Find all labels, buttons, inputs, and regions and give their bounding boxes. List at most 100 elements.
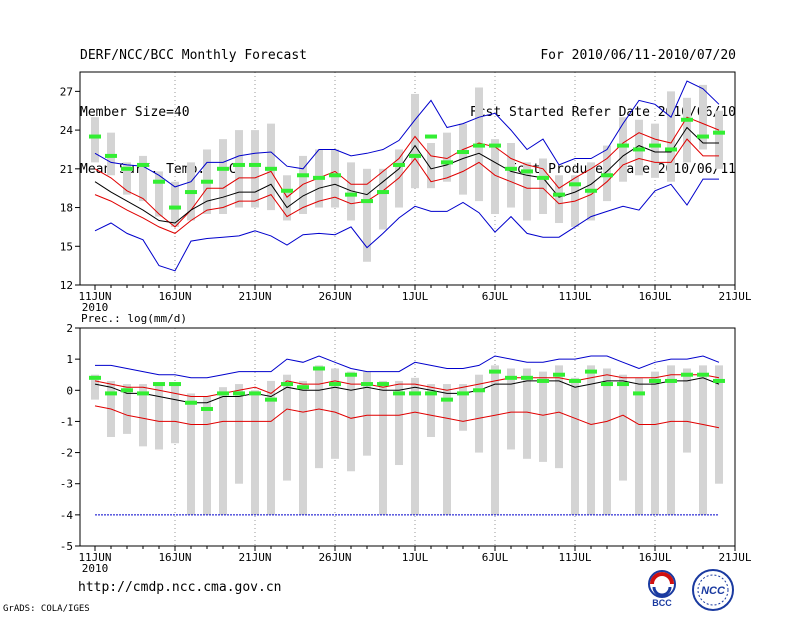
observed-mark: [361, 382, 373, 387]
ensemble-range-bar: [555, 365, 563, 469]
chart-title: DERF/NCC/BCC Monthly Forecast: [80, 48, 307, 63]
observed-mark: [457, 150, 469, 155]
ensemble-range-bar: [539, 371, 547, 462]
observed-mark: [425, 391, 437, 396]
observed-mark: [601, 382, 613, 387]
x-tick-label: 21JUL: [718, 290, 751, 303]
ncc-logo: NCC: [692, 569, 734, 611]
x-tick-label: 16JUL: [638, 290, 671, 303]
ensemble-range-bar: [203, 396, 211, 515]
ensemble-range-bar: [699, 84, 707, 150]
x-tick-label: 1JUL: [402, 290, 429, 303]
ensemble-range-bar: [715, 110, 723, 169]
observed-mark: [169, 205, 181, 210]
observed-mark: [697, 372, 709, 377]
ensemble-range-bar: [619, 117, 627, 182]
ensemble-range-bar: [475, 374, 483, 453]
observed-mark: [409, 391, 421, 396]
x-year-label: 2010: [82, 562, 109, 575]
ensemble-range-bar: [427, 143, 435, 189]
ensemble-range-bar: [139, 384, 147, 447]
observed-mark: [377, 190, 389, 195]
series-max-line: [95, 355, 720, 379]
ensemble-range-bar: [507, 368, 515, 450]
ensemble-range-bar: [491, 365, 499, 515]
observed-mark: [313, 366, 325, 371]
observed-mark: [681, 117, 693, 122]
footer-url[interactable]: http://cmdp.ncc.cma.gov.cn: [78, 580, 282, 595]
ensemble-range-bar: [219, 387, 227, 515]
x-tick-label: 1JUL: [402, 551, 429, 564]
observed-mark: [425, 134, 437, 139]
ensemble-range-bar: [331, 368, 339, 459]
ensemble-range-bar: [715, 365, 723, 484]
observed-mark: [649, 378, 661, 383]
observed-mark: [569, 378, 581, 383]
ensemble-range-bar: [539, 158, 547, 214]
ensemble-range-bar: [555, 175, 563, 224]
ensemble-range-bar: [667, 365, 675, 515]
observed-mark: [105, 153, 117, 158]
ensemble-range-bar: [459, 123, 467, 195]
series-min-line: [94, 178, 719, 272]
member-size: Member Size=40: [80, 105, 190, 120]
x-tick-label: 26JUN: [318, 290, 351, 303]
observed-mark: [617, 143, 629, 148]
observed-mark: [297, 173, 309, 178]
observed-mark: [553, 192, 565, 197]
ensemble-range-bar: [411, 93, 419, 189]
ensemble-range-bar: [523, 368, 531, 459]
y-tick-label: 21: [60, 163, 73, 176]
plot-frame: [79, 71, 736, 286]
observed-mark: [617, 382, 629, 387]
x-year-label: 2010: [82, 301, 109, 314]
ensemble-range-bar: [683, 97, 691, 163]
ensemble-range-bar: [171, 181, 179, 227]
ensemble-range-bar: [459, 384, 467, 431]
observed-mark: [393, 391, 405, 396]
observed-mark: [185, 400, 197, 405]
x-tick-label: 16JUL: [638, 551, 671, 564]
observed-mark: [313, 175, 325, 180]
observed-mark: [201, 179, 213, 184]
ensemble-range-bar: [123, 384, 131, 434]
panel-1: 12 15 18 21 24 27 11JUN 16JUN 21JUN 26JUN 1JUL 6JUL…: [60, 71, 752, 314]
ensemble-range-bar: [667, 91, 675, 182]
panel-2: -5 -4 -3 -2 -1 0 1 2 11JUN 16JUN 21JUN 26JUN 1JUL 6JU…: [60, 312, 752, 575]
observed-mark: [217, 166, 229, 171]
ensemble-range-bar: [155, 384, 163, 450]
forecast-period: For 2010/06/11-2010/07/20: [540, 48, 736, 63]
observed-mark: [265, 166, 277, 171]
x-tick-label: 11JUL: [558, 290, 591, 303]
ensemble-range-bar: [347, 371, 355, 472]
observed-mark: [585, 188, 597, 193]
observed-mark: [137, 391, 149, 396]
observed-mark: [249, 391, 261, 396]
series-upper-line: [94, 116, 720, 228]
ensemble-range-bar: [235, 384, 243, 484]
series-mean-line: [94, 377, 720, 404]
observed-mark: [505, 375, 517, 380]
observed-mark: [345, 192, 357, 197]
observed-mark: [153, 179, 165, 184]
observed-mark: [537, 378, 549, 383]
y-tick-label: 18: [60, 202, 73, 215]
ensemble-range-bar: [283, 374, 291, 481]
observed-mark: [713, 130, 725, 135]
observed-mark: [297, 385, 309, 390]
observed-mark: [649, 143, 661, 148]
y-tick-label: -5: [60, 540, 73, 553]
observed-mark: [569, 182, 581, 187]
ensemble-range-bar: [619, 374, 627, 481]
ensemble-range-bar: [443, 384, 451, 515]
observed-mark: [665, 147, 677, 152]
ensemble-range-bar: [315, 365, 323, 469]
observed-mark: [137, 162, 149, 167]
ensemble-range-bar: [635, 377, 643, 515]
ensemble-range-bar: [299, 155, 307, 214]
ensemble-range-bar: [219, 139, 227, 214]
observed-mark: [489, 143, 501, 148]
y-tick-label: -1: [60, 415, 73, 428]
observed-mark: [393, 162, 405, 167]
